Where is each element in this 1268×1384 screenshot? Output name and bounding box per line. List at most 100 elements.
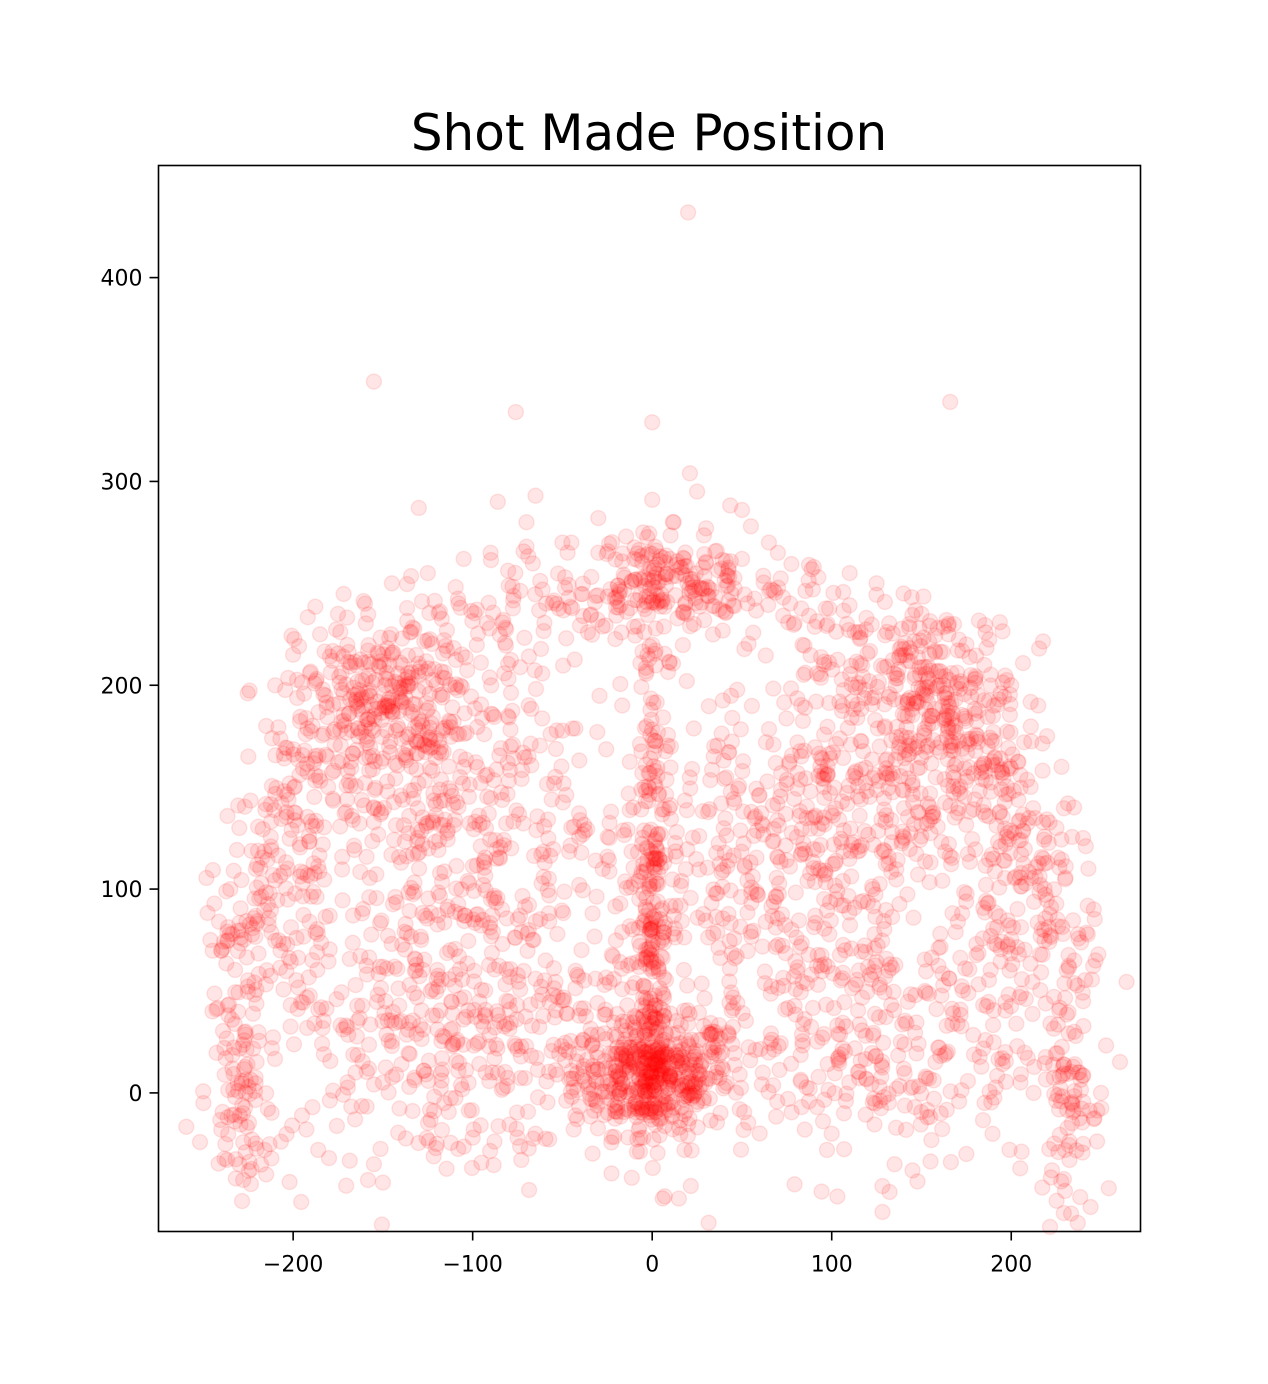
scatter-point bbox=[346, 1111, 364, 1128]
scatter-point bbox=[662, 1068, 679, 1085]
scatter-point bbox=[708, 1064, 725, 1081]
scatter-point bbox=[997, 1053, 1015, 1070]
scatter-point bbox=[646, 1000, 663, 1017]
scatter-point bbox=[206, 895, 223, 912]
scatter-point bbox=[610, 1065, 627, 1083]
scatter-point bbox=[626, 1098, 643, 1115]
scatter-point bbox=[569, 1081, 586, 1099]
scatter-point bbox=[646, 1090, 664, 1107]
scatter-point bbox=[724, 1018, 742, 1036]
scatter-point bbox=[612, 1079, 629, 1096]
scatter-point bbox=[920, 710, 938, 727]
scatter-point bbox=[694, 803, 711, 820]
scatter-point bbox=[545, 775, 563, 792]
scatter-point bbox=[679, 1074, 696, 1092]
scatter-point bbox=[606, 1097, 624, 1114]
scatter-point bbox=[1034, 762, 1051, 779]
scatter-point bbox=[740, 1114, 757, 1131]
scatter-point bbox=[666, 1036, 684, 1053]
scatter-point bbox=[669, 1049, 686, 1067]
scatter-point bbox=[447, 1089, 464, 1107]
scatter-point bbox=[594, 618, 611, 635]
scatter-point bbox=[482, 790, 500, 807]
scatter-point bbox=[1009, 1037, 1026, 1055]
scatter-point bbox=[668, 823, 685, 841]
scatter-point bbox=[393, 730, 410, 747]
scatter-point bbox=[656, 1096, 673, 1113]
scatter-point bbox=[391, 997, 408, 1014]
scatter-point bbox=[667, 1047, 685, 1064]
scatter-point bbox=[1038, 891, 1056, 908]
scatter-point bbox=[364, 747, 381, 764]
scatter-point bbox=[695, 1017, 713, 1035]
scatter-point bbox=[649, 767, 666, 785]
scatter-point bbox=[634, 1078, 651, 1096]
scatter-point bbox=[636, 779, 653, 796]
scatter-point bbox=[226, 984, 244, 1001]
scatter-point bbox=[567, 1107, 584, 1124]
scatter-point bbox=[617, 1058, 634, 1075]
scatter-point bbox=[225, 1039, 243, 1056]
scatter-point bbox=[424, 814, 442, 831]
scatter-point bbox=[466, 1008, 484, 1025]
scatter-point bbox=[647, 1116, 664, 1133]
scatter-point bbox=[660, 653, 678, 670]
scatter-point bbox=[364, 833, 381, 850]
scatter-point bbox=[489, 1040, 506, 1057]
scatter-point bbox=[602, 803, 620, 820]
scatter-point bbox=[639, 1081, 656, 1099]
scatter-point bbox=[700, 698, 718, 715]
scatter-point bbox=[825, 584, 842, 602]
scatter-point bbox=[250, 1023, 267, 1041]
scatter-point bbox=[258, 1166, 275, 1183]
scatter-point bbox=[518, 514, 535, 531]
scatter-point bbox=[566, 651, 583, 668]
scatter-point bbox=[612, 1070, 629, 1087]
x-tick-label: −200 bbox=[263, 1253, 323, 1278]
scatter-point bbox=[628, 1058, 645, 1076]
scatter-point bbox=[638, 889, 655, 906]
x-tick-label: 100 bbox=[811, 1253, 853, 1278]
scatter-point bbox=[629, 1010, 646, 1027]
scatter-point bbox=[646, 1081, 663, 1099]
scatter-point bbox=[849, 788, 867, 805]
scatter-point bbox=[793, 600, 810, 617]
scatter-point bbox=[337, 803, 355, 820]
scatter-point bbox=[1022, 778, 1039, 796]
scatter-point bbox=[857, 1070, 875, 1087]
scatter-point bbox=[576, 1072, 593, 1090]
scatter-point bbox=[697, 520, 715, 537]
scatter-point bbox=[627, 1078, 645, 1096]
scatter-point bbox=[578, 1051, 596, 1069]
scatter-point bbox=[401, 976, 418, 994]
scatter-point bbox=[413, 1030, 430, 1048]
scatter-point bbox=[589, 1097, 606, 1114]
scatter-point bbox=[703, 1043, 720, 1061]
scatter-point bbox=[645, 858, 662, 876]
scatter-point bbox=[680, 1068, 697, 1086]
scatter-point bbox=[765, 736, 782, 753]
scatter-point bbox=[980, 851, 998, 868]
scatter-point bbox=[586, 928, 603, 945]
scatter-point bbox=[401, 1014, 418, 1031]
scatter-point bbox=[873, 843, 890, 861]
scatter-point bbox=[1029, 697, 1047, 714]
scatter-point bbox=[688, 483, 706, 500]
scatter-point bbox=[516, 898, 534, 915]
scatter-point bbox=[642, 1065, 659, 1082]
scatter-point bbox=[711, 1069, 728, 1087]
scatter-point bbox=[633, 1103, 650, 1121]
scatter-point bbox=[338, 777, 355, 794]
scatter-point bbox=[601, 1060, 618, 1077]
scatter-point bbox=[812, 862, 829, 879]
scatter-point bbox=[520, 1181, 538, 1199]
scatter-point bbox=[670, 1080, 688, 1098]
scatter-point bbox=[647, 1009, 664, 1026]
scatter-point bbox=[285, 1036, 303, 1053]
scatter-point bbox=[354, 1053, 371, 1070]
scatter-point bbox=[656, 1117, 673, 1135]
scatter-point bbox=[284, 646, 302, 663]
scatter-point bbox=[545, 960, 563, 977]
scatter-point bbox=[564, 720, 581, 737]
